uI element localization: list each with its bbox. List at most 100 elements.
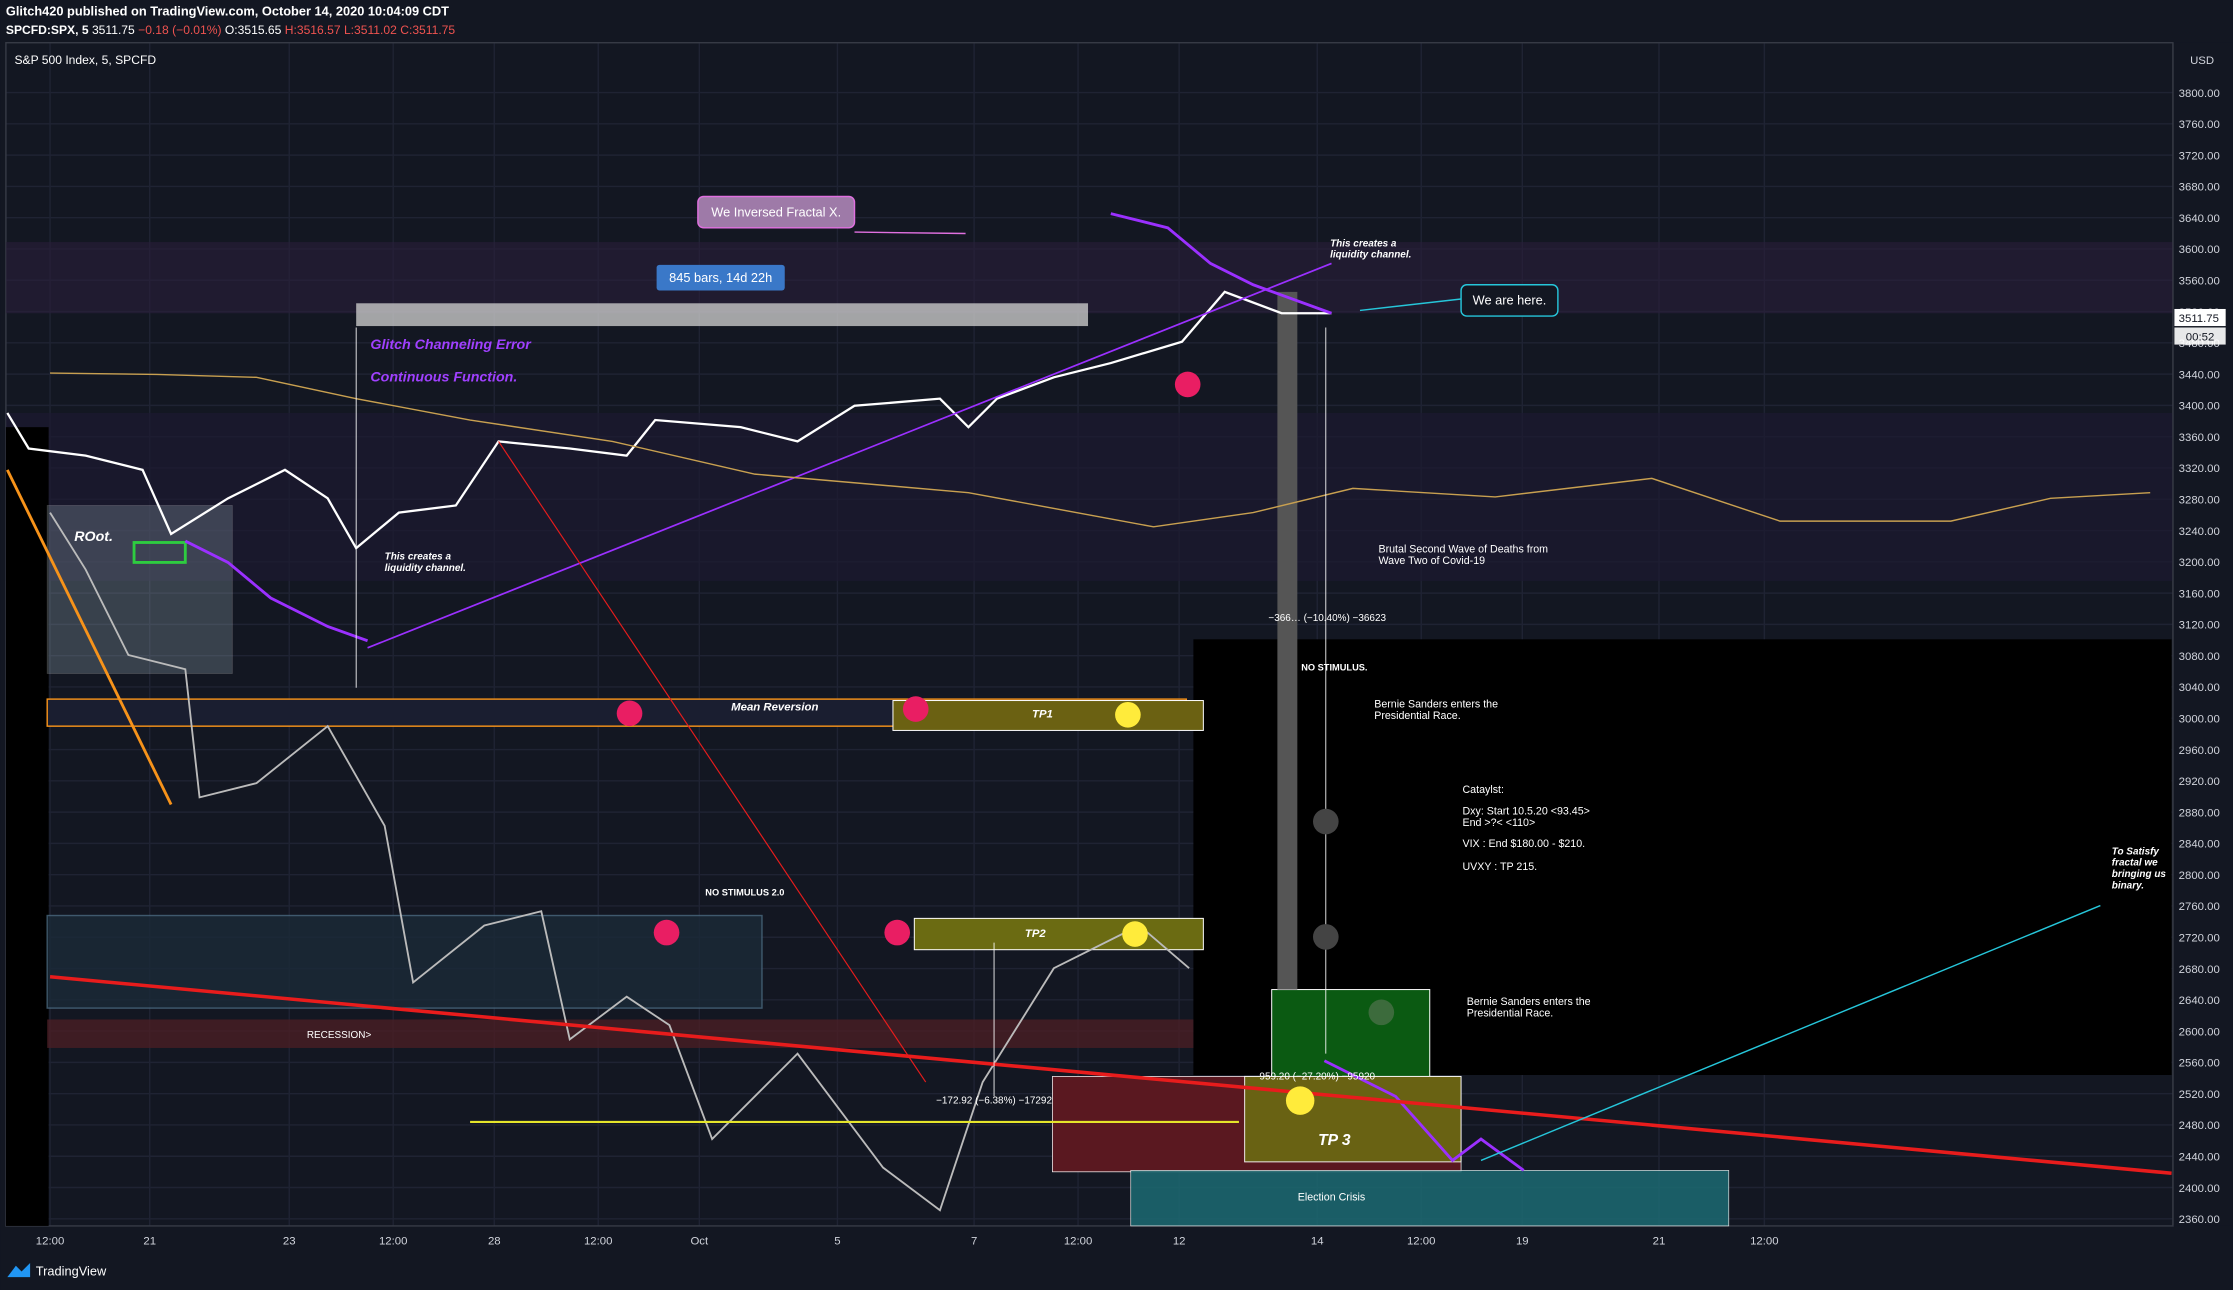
question-marker [1368, 999, 1395, 1026]
annotation: binary. [2112, 880, 2144, 891]
annotation: Glitch Channeling Error [370, 337, 532, 353]
annotation: liquidity channel. [385, 563, 466, 574]
price-tick-label: 2480.00 [2179, 1120, 2220, 1132]
callout-line [1359, 298, 1462, 312]
band [5, 412, 2173, 581]
annotation: NO STIMULUS. [1301, 663, 1367, 673]
price-tick-label: 2760.00 [2179, 901, 2220, 913]
annotation: 959.20 (−27.20%) −95920 [1259, 1071, 1375, 1082]
annotation: TP1 [1032, 709, 1053, 721]
inversed-box [697, 195, 856, 229]
publisher: Glitch420 published on TradingView.com, … [6, 4, 449, 19]
question-marker [1312, 808, 1339, 835]
annotation: Bernie Sanders enters the [1374, 699, 1498, 711]
price-tick-label: 2960.00 [2179, 745, 2220, 757]
ohlc: SPCFD:SPX, 5 3511.75 −0.18 (−0.01%) O:35… [6, 23, 456, 37]
countdown-tag [2174, 327, 2226, 345]
time-tick-label: 12:00 [36, 1235, 64, 1247]
red-thin [498, 441, 927, 1083]
x-marker [884, 919, 911, 946]
x-marker [1174, 371, 1201, 398]
time-tick-label: 12:00 [1064, 1235, 1092, 1247]
time-tick-label: 7 [971, 1235, 977, 1247]
price-tick-label: 2880.00 [2179, 807, 2220, 819]
annotation: Brutal Second Wave of Deaths from [1378, 543, 1548, 555]
price-tick-label: 3440.00 [2179, 369, 2220, 381]
price-tick-label: 3160.00 [2179, 588, 2220, 600]
annotation: RECESSION> [307, 1030, 372, 1041]
time-tick-label: 5 [834, 1235, 840, 1247]
x-marker [616, 700, 643, 727]
price-tick-label: 3200.00 [2179, 557, 2220, 569]
annotation: UVXY : TP 215. [1462, 861, 1537, 873]
price-tick-label: 3720.00 [2179, 150, 2220, 162]
drop-bar [1277, 291, 1298, 990]
annotation: bringing us [2112, 869, 2167, 880]
open: O:3515.65 [225, 23, 282, 37]
time-tick-label: 19 [1516, 1235, 1529, 1247]
symbol: SPCFD:SPX, 5 [6, 23, 89, 37]
election-box [1130, 1170, 1730, 1227]
last-price: 3511.75 [2179, 313, 2219, 325]
callout-line [854, 231, 966, 235]
price-tick-label: 3040.00 [2179, 682, 2220, 694]
price-tick-label: 2440.00 [2179, 1152, 2220, 1164]
time-tick-label: 12:00 [379, 1235, 407, 1247]
price-tick-label: 3240.00 [2179, 526, 2220, 538]
price-tick-label: 3000.00 [2179, 714, 2220, 726]
time-tick-label: 21 [143, 1235, 156, 1247]
change: −0.18 (−0.01%) [138, 23, 221, 37]
price-tick-label: 3080.00 [2179, 651, 2220, 663]
countdown: 00:52 [2186, 331, 2214, 343]
price-tick-label: 2840.00 [2179, 839, 2220, 851]
time-tick-label: 21 [1653, 1235, 1666, 1247]
purple-drop [184, 539, 369, 643]
fractal-ghost [49, 512, 1190, 1212]
cyan-line [1480, 904, 2101, 1162]
recession-band [47, 1019, 1194, 1048]
time-tick-label: 12:00 [1750, 1235, 1778, 1247]
tp1-box [892, 700, 1204, 731]
annotation: liquidity channel. [1330, 250, 1411, 261]
price-tick-label: 2560.00 [2179, 1058, 2220, 1070]
annotation: End >?< <110> [1462, 817, 1535, 829]
price-tick-label: 3680.00 [2179, 182, 2220, 194]
annotation: Wave Two of Covid-19 [1378, 555, 1485, 567]
annotation: To Satisfy [2112, 846, 2160, 857]
markers [616, 371, 1395, 1115]
annotation: −366… (−10.40%) −36623 [1268, 613, 1386, 624]
annotation: −172.92 (−6.38%) −17292 [936, 1095, 1052, 1106]
red-trendline [49, 974, 2172, 1176]
price-tick-label: 3640.00 [2179, 213, 2220, 225]
logo [7, 1262, 31, 1278]
annotation: Continuous Function. [370, 370, 517, 386]
close: C:3511.75 [400, 23, 455, 37]
price-tick-label: 2400.00 [2179, 1183, 2220, 1195]
purple-top [1110, 212, 1332, 315]
price-tick-label: 2520.00 [2179, 1089, 2220, 1101]
price-tick-label: 3800.00 [2179, 88, 2220, 100]
price-tick-label: 2600.00 [2179, 1026, 2220, 1038]
time-tick-label: 12:00 [1407, 1235, 1435, 1247]
price-axis-bg [2172, 42, 2233, 1226]
root-box [46, 505, 233, 674]
high: H:3516.57 [285, 23, 341, 37]
green-box [132, 541, 187, 564]
trendline [367, 262, 1332, 649]
annotation: We Inversed Fractal X. [711, 204, 841, 219]
time-tick-label: 14 [1311, 1235, 1324, 1247]
annotation: This creates a [385, 552, 452, 563]
annotation: fractal we [2112, 858, 2158, 869]
question-marker [1122, 921, 1148, 947]
time-tick-label: 23 [283, 1235, 296, 1247]
annotation: Dxy: Start 10.5.20 <93.45> [1462, 805, 1589, 817]
price-tick-label: 3320.00 [2179, 463, 2220, 475]
annotation: Election Crisis [1298, 1191, 1366, 1203]
last: 3511.75 [92, 23, 135, 37]
chart-title: S&P 500 Index, 5, SPCFD [14, 53, 156, 67]
price-tick-label: 3400.00 [2179, 401, 2220, 413]
purple-projection [1323, 1059, 1525, 1172]
annotation: ROot. [74, 529, 113, 545]
time-tick-label: 12 [1173, 1235, 1186, 1247]
